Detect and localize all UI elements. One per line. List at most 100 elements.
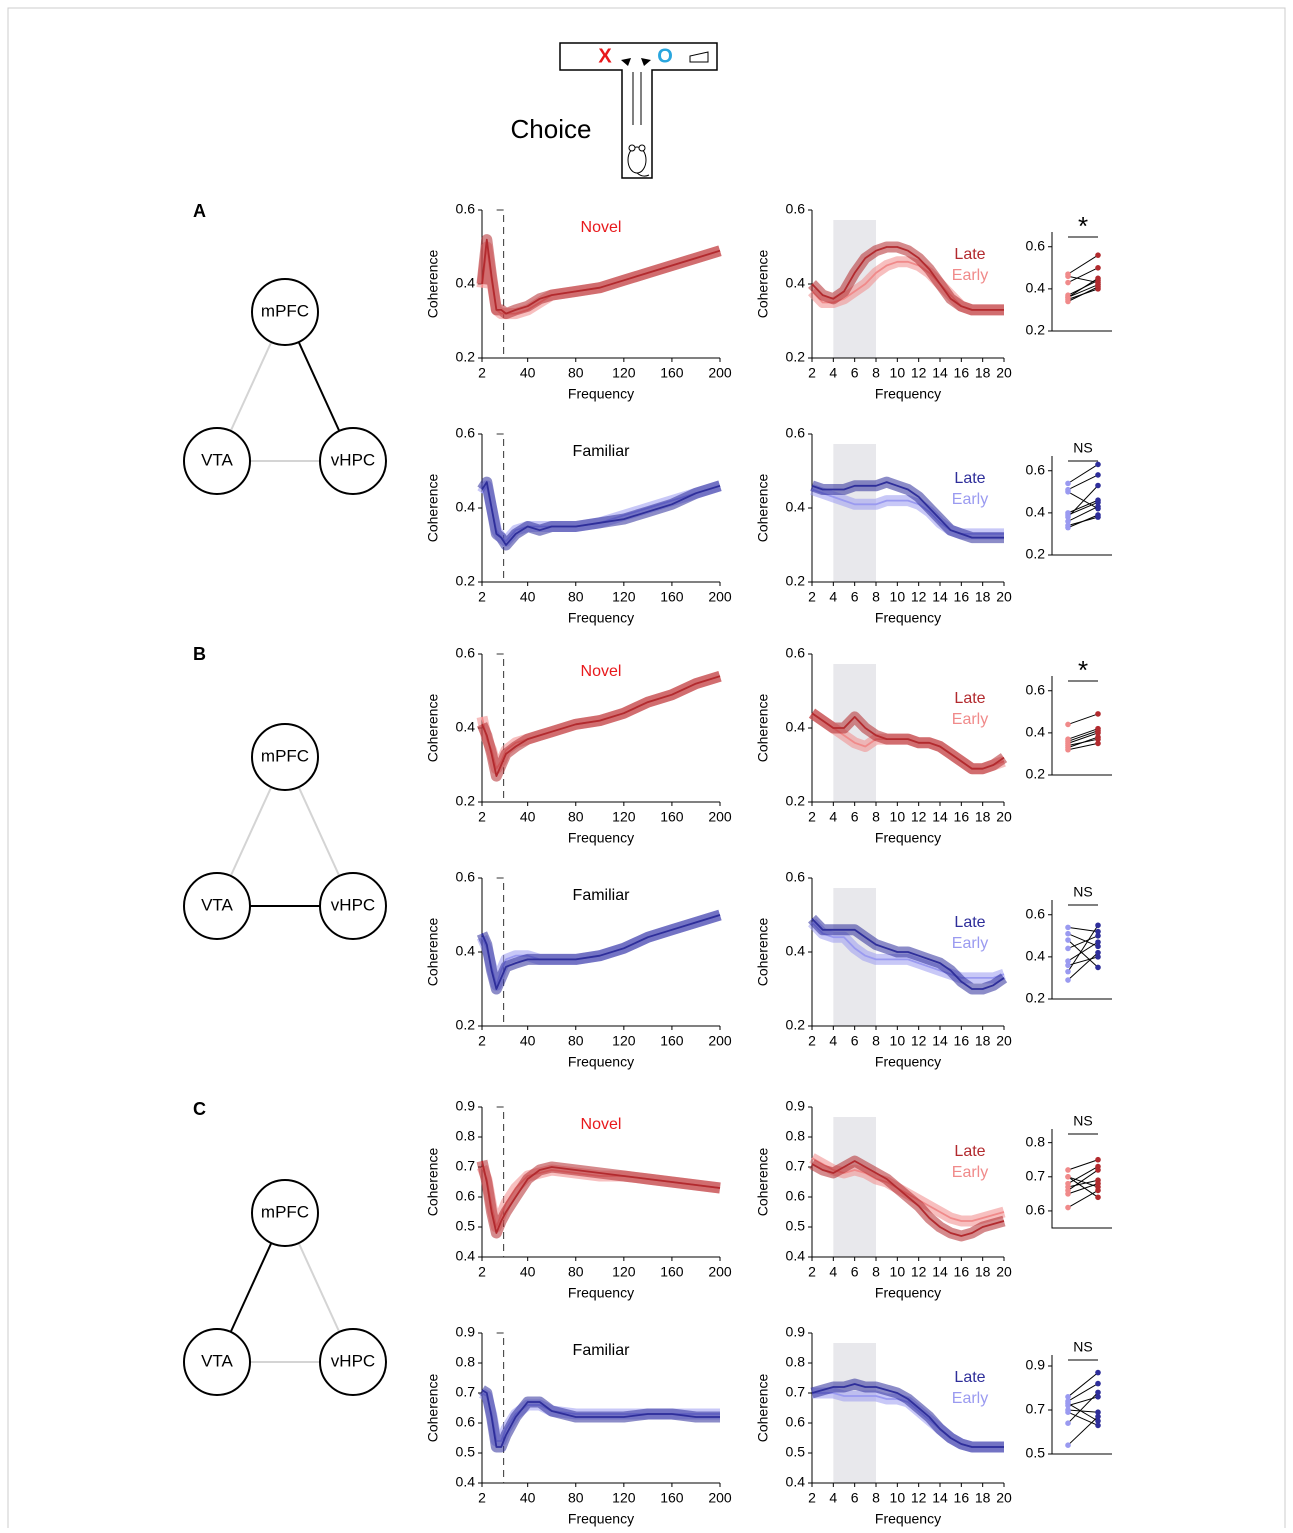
point bbox=[1095, 965, 1101, 971]
x-tick-label: 14 bbox=[932, 809, 948, 825]
point bbox=[1095, 265, 1101, 271]
point bbox=[1095, 472, 1101, 478]
x-tick-label: 18 bbox=[975, 1033, 991, 1049]
node-label: mPFC bbox=[261, 746, 309, 765]
point bbox=[1065, 525, 1071, 531]
y-tick-label: 0.5 bbox=[456, 1218, 476, 1234]
node-label: VTA bbox=[201, 895, 233, 914]
figure: X O Choice AmPFCVTAvHPCBmPFCVTAvHPCCmPFC… bbox=[0, 0, 1293, 1528]
y-tick-label: 0.2 bbox=[786, 1017, 806, 1033]
x-tick-label: 80 bbox=[568, 589, 584, 605]
x-tick-label: 12 bbox=[911, 1033, 927, 1049]
point bbox=[1095, 500, 1101, 506]
y-tick-label: 0.2 bbox=[456, 573, 476, 589]
y-tick-label: 0.8 bbox=[1026, 1133, 1046, 1149]
y-tick-label: 0.4 bbox=[456, 943, 476, 959]
y-tick-label: 0.4 bbox=[786, 275, 806, 291]
x-axis-label: Frequency bbox=[875, 1054, 941, 1070]
x-tick-label: 160 bbox=[660, 809, 684, 825]
point bbox=[1065, 977, 1071, 983]
x-tick-label: 16 bbox=[954, 1490, 970, 1506]
x-axis-label: Frequency bbox=[875, 386, 941, 402]
point bbox=[1095, 939, 1101, 945]
x-tick-label: 8 bbox=[872, 809, 880, 825]
x-tick-label: 10 bbox=[890, 1264, 906, 1280]
shaded-band bbox=[833, 1117, 876, 1257]
point bbox=[1065, 512, 1071, 518]
x-tick-label: 14 bbox=[932, 589, 948, 605]
y-tick-label: 0.4 bbox=[1026, 504, 1046, 520]
pair-line bbox=[1068, 485, 1098, 517]
point bbox=[1065, 937, 1071, 943]
y-tick-label: 0.7 bbox=[456, 1158, 476, 1174]
point bbox=[1095, 276, 1101, 282]
y-tick-label: 0.2 bbox=[1026, 322, 1046, 338]
x-tick-label: 6 bbox=[851, 1264, 859, 1280]
x-tick-label: 16 bbox=[954, 589, 970, 605]
point bbox=[1095, 1418, 1101, 1424]
x-axis-label: Frequency bbox=[568, 386, 634, 402]
y-tick-label: 0.4 bbox=[786, 943, 806, 959]
frame bbox=[8, 8, 1285, 1528]
x-tick-label: 120 bbox=[612, 809, 636, 825]
y-tick-label: 0.5 bbox=[786, 1444, 806, 1460]
legend-entry: Early bbox=[952, 1164, 988, 1181]
point bbox=[1095, 1390, 1101, 1396]
x-tick-label: 6 bbox=[851, 1033, 859, 1049]
y-axis-label: Coherence bbox=[425, 1374, 441, 1443]
x-tick-label: 20 bbox=[996, 809, 1012, 825]
significance: * bbox=[1078, 655, 1088, 685]
y-tick-label: 0.4 bbox=[456, 275, 476, 291]
shaded-band bbox=[833, 1343, 876, 1483]
x-tick-label: 40 bbox=[520, 1264, 536, 1280]
x-tick-label: 18 bbox=[975, 1264, 991, 1280]
shaded-band bbox=[833, 444, 876, 582]
pair-line bbox=[1068, 1373, 1098, 1397]
point bbox=[1065, 1401, 1071, 1407]
x-tick-label: 120 bbox=[612, 589, 636, 605]
point bbox=[1065, 294, 1071, 300]
x-tick-label: 80 bbox=[568, 365, 584, 381]
node-label: mPFC bbox=[261, 301, 309, 320]
x-tick-label: 12 bbox=[911, 1490, 927, 1506]
legend-entry: Late bbox=[954, 1143, 985, 1160]
x-tick-label: 2 bbox=[808, 1033, 816, 1049]
pair-line bbox=[1068, 936, 1098, 949]
x-tick-label: 120 bbox=[612, 1490, 636, 1506]
x-tick-label: 18 bbox=[975, 589, 991, 605]
x-tick-label: 2 bbox=[478, 1264, 486, 1280]
point bbox=[1065, 1205, 1071, 1211]
x-tick-label: 20 bbox=[996, 589, 1012, 605]
x-tick-label: 120 bbox=[612, 365, 636, 381]
significance: NS bbox=[1073, 440, 1092, 456]
x-tick-label: 12 bbox=[911, 589, 927, 605]
x-tick-label: 4 bbox=[829, 1264, 837, 1280]
point bbox=[1095, 1194, 1101, 1200]
pair-line bbox=[1068, 1417, 1098, 1446]
pair-line bbox=[1068, 268, 1098, 283]
x-tick-label: 8 bbox=[872, 1490, 880, 1506]
point bbox=[1095, 922, 1101, 928]
y-tick-label: 0.2 bbox=[456, 349, 476, 365]
x-tick-label: 40 bbox=[520, 1033, 536, 1049]
point bbox=[1095, 1157, 1101, 1163]
annotation: Familiar bbox=[573, 443, 631, 460]
y-tick-label: 0.6 bbox=[456, 645, 476, 661]
x-tick-label: 160 bbox=[660, 589, 684, 605]
x-tick-label: 160 bbox=[660, 1264, 684, 1280]
y-axis-label: Coherence bbox=[755, 694, 771, 763]
annotation: Novel bbox=[581, 663, 622, 680]
y-tick-label: 0.6 bbox=[456, 1414, 476, 1430]
x-tick-label: 200 bbox=[708, 1264, 732, 1280]
y-tick-label: 0.8 bbox=[456, 1354, 476, 1370]
y-tick-label: 0.6 bbox=[456, 1188, 476, 1204]
point bbox=[1095, 512, 1101, 518]
x-tick-label: 2 bbox=[478, 1033, 486, 1049]
y-tick-label: 0.9 bbox=[456, 1324, 476, 1340]
x-tick-label: 2 bbox=[478, 589, 486, 605]
point bbox=[1095, 1181, 1101, 1187]
x-tick-label: 2 bbox=[808, 365, 816, 381]
x-tick-label: 4 bbox=[829, 1033, 837, 1049]
point bbox=[1095, 933, 1101, 939]
x-tick-label: 14 bbox=[932, 1490, 948, 1506]
